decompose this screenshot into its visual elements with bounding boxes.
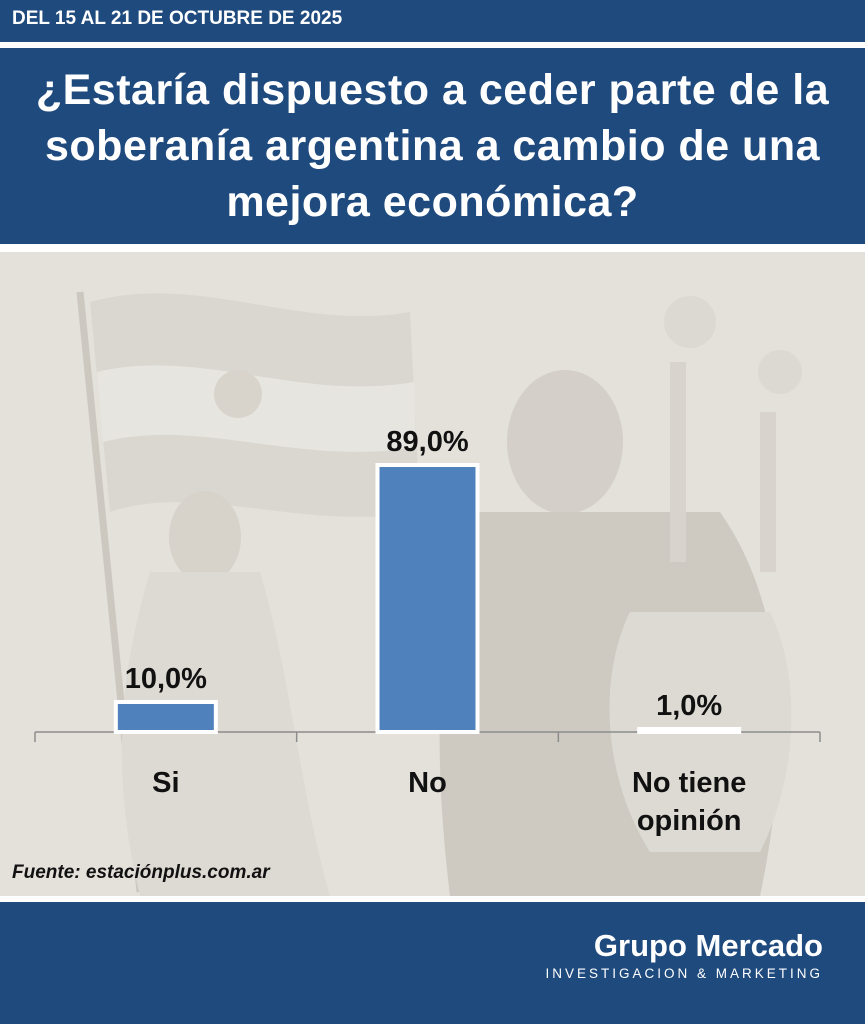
date-range: DEL 15 AL 21 DE OCTUBRE DE 2025 [12, 8, 343, 29]
value-label-1: 89,0% [386, 426, 468, 458]
source-note: Fuente: estaciónplus.com.ar [12, 862, 270, 883]
value-label-2: 1,0% [656, 690, 722, 722]
category-labels: Si No No tiene opinión [152, 767, 746, 837]
value-label-0: 10,0% [125, 663, 207, 695]
x-axis-ticks [34, 732, 821, 742]
bar-1 [375, 463, 480, 734]
bars [113, 463, 742, 734]
category-label-1: No [408, 767, 447, 799]
value-labels: 10,0% 89,0% 1,0% [125, 426, 723, 722]
brand-name: Grupo Mercado [593, 928, 823, 963]
chart-title: ¿Estaría dispuesto a ceder parte de la s… [35, 66, 830, 226]
date-bar: DEL 15 AL 21 DE OCTUBRE DE 2025 [0, 0, 865, 42]
background-illustration [0, 252, 865, 896]
footer: Grupo Mercado INVESTIGACION & MARKETING [0, 902, 865, 1024]
brand-tagline: INVESTIGACION & MARKETING [545, 966, 823, 981]
bar-0 [113, 700, 218, 734]
category-label-2: No tiene opinión [632, 767, 746, 837]
title-box: ¿Estaría dispuesto a ceder parte de la s… [0, 48, 865, 244]
bar-2 [637, 727, 742, 734]
bar-chart: 10,0% 89,0% 1,0% Si No No tiene opinión [0, 252, 865, 896]
chart-area: 10,0% 89,0% 1,0% Si No No tiene opinión Fuent… [0, 252, 865, 896]
category-label-0: Si [152, 767, 179, 799]
